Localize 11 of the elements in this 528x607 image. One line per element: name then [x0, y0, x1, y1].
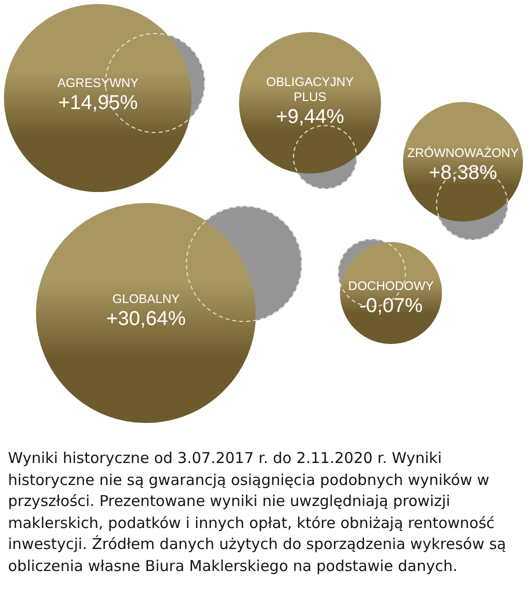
category-label: OBLIGACYJNY PLUS	[266, 75, 354, 104]
data-label: +14,95%	[58, 92, 138, 114]
data-label: +30,64%	[106, 308, 186, 330]
data-label: +9,44%	[276, 106, 344, 128]
data-label: -0,07%	[359, 295, 423, 317]
data-label: +8,38%	[428, 162, 498, 184]
text: Wyniki historyczne od 3.07.2017 r. do 2.11.2020 r. Wyniki historyczne nie są gwarancją osiągnięcia podobnych wyników w przyszłości. Prezentowane wyniki nie uwzględniają prowizji maklerskich, podatków i innych opłat, które obniżają rentowność inwestycji. Źródłem danych użytych do sporządzenia wykresów są obliczenia własne Biura Maklerskiego na podstawie danych.	[8, 448, 508, 576]
category-label: DOCHODOWY	[348, 279, 434, 293]
category-label: ZRÓWNOWAŻONY	[407, 146, 520, 160]
category-label: GLOBALNY	[112, 292, 180, 306]
category-label: AGRESYWNY	[57, 76, 140, 90]
